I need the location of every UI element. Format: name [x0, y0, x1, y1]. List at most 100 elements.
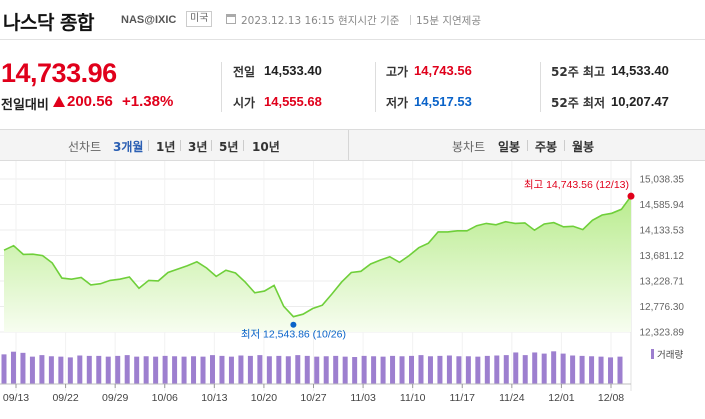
volume-bar — [333, 355, 339, 384]
candle-chart-label: 봉차트 — [452, 140, 486, 154]
delay-note: 15분 지연제공 — [416, 15, 481, 27]
volume-bar — [608, 357, 614, 384]
volume-bar — [484, 355, 490, 384]
header-bar: 나스닥 종합 NAS@IXIC 미국 2023.12.13 16:15 현지시간… — [0, 0, 705, 40]
x-tick-label: 10/13 — [201, 392, 227, 404]
volume-bar — [295, 355, 301, 384]
price-chart: 15,038.35 14,585.94 14,133.53 13,681.12 13,2… — [0, 161, 685, 404]
volume-bar — [276, 355, 282, 384]
tab-weekly-candle[interactable]: 주봉 — [535, 140, 558, 154]
x-tick-label: 09/29 — [102, 392, 128, 404]
high-point-marker — [627, 192, 635, 200]
tab-1-year[interactable]: 1년 — [156, 140, 176, 154]
x-tick-label: 10/27 — [300, 392, 326, 404]
tab-separator — [180, 140, 181, 151]
stats-divider — [540, 62, 541, 112]
volume-bar — [437, 355, 443, 384]
volume-bar — [589, 356, 595, 384]
tabs-divider — [348, 130, 349, 160]
volume-bar — [456, 356, 462, 384]
y-tick-label: 13,681.12 — [640, 251, 685, 262]
stats-divider — [221, 62, 222, 112]
volume-bar — [513, 352, 519, 384]
volume-bar — [475, 356, 481, 384]
x-tick-label: 11/17 — [450, 392, 476, 404]
high-label: 고가 — [386, 65, 409, 79]
tab-3-months[interactable]: 3개월 — [113, 140, 144, 154]
calendar-icon — [226, 14, 236, 24]
stats-divider — [375, 62, 376, 112]
x-tick-label: 09/22 — [52, 392, 78, 404]
volume-bar — [361, 355, 367, 384]
volume-bar — [58, 356, 64, 384]
tab-separator — [564, 140, 565, 151]
x-tick-label: 10/06 — [152, 392, 178, 404]
volume-bar — [143, 356, 149, 384]
volume-bar — [390, 355, 396, 384]
volume-bar — [342, 356, 348, 384]
volume-bar — [446, 355, 452, 384]
volume-bar — [266, 356, 272, 384]
chart-tabs-bar: 선차트 3개월 1년 3년 5년 10년 봉차트 일봉 주봉 월봉 — [0, 129, 705, 161]
w52-high-label: 52주 최고 — [551, 65, 605, 79]
change-percent: +1.38% — [122, 93, 174, 110]
volume-legend: 거래량 — [651, 347, 683, 361]
volume-bar — [541, 353, 547, 384]
y-tick-label: 12,776.30 — [640, 302, 685, 313]
tab-daily-candle[interactable]: 일봉 — [498, 140, 521, 154]
volume-bar — [257, 355, 263, 384]
tab-10-years[interactable]: 10년 — [252, 140, 280, 154]
volume-bar — [77, 355, 83, 384]
volume-bar — [172, 356, 178, 384]
index-title: 나스닥 종합 — [3, 12, 95, 34]
x-tick-label: 09/13 — [3, 392, 29, 404]
x-tick-label: 12/01 — [548, 392, 574, 404]
volume-bar — [67, 357, 73, 384]
w52-low-value: 10,207.47 — [611, 94, 669, 109]
tab-separator — [243, 140, 244, 151]
volume-bar — [314, 356, 320, 384]
volume-swatch — [651, 349, 654, 359]
volume-bar — [153, 356, 159, 384]
volume-bar — [10, 351, 16, 384]
volume-bar — [409, 355, 415, 384]
volume-bar — [494, 355, 500, 384]
y-tick-label: 12,323.89 — [640, 328, 685, 339]
volume-bar — [532, 352, 538, 384]
volume-bar — [1, 354, 7, 384]
open-label: 시가 — [233, 96, 256, 110]
tab-monthly-candle[interactable]: 월봉 — [572, 140, 595, 154]
volume-bar — [323, 356, 329, 384]
volume-bar — [20, 352, 26, 384]
y-tick-label: 14,133.53 — [640, 226, 685, 237]
volume-bar — [191, 356, 197, 384]
tab-3-years[interactable]: 3년 — [188, 140, 208, 154]
volume-bar — [371, 356, 377, 384]
volume-bar — [247, 355, 253, 384]
y-tick-label: 14,585.94 — [640, 200, 685, 211]
tab-separator — [527, 140, 528, 151]
volume-bar — [228, 356, 234, 384]
prev-close-value: 14,533.40 — [264, 63, 322, 78]
price-area — [4, 196, 631, 332]
y-tick-label: 15,038.35 — [640, 175, 685, 186]
tab-separator — [148, 140, 149, 151]
volume-bar — [105, 356, 111, 384]
low-point-marker — [290, 321, 297, 328]
low-annotation: 최저 12,543.86 (10/26) — [241, 329, 346, 341]
volume-bar — [399, 356, 405, 384]
volume-bar — [617, 356, 623, 384]
x-tick-label: 10/20 — [251, 392, 277, 404]
low-value: 14,517.53 — [414, 94, 472, 109]
high-annotation: 최고 14,743.56 (12/13) — [524, 179, 629, 191]
w52-low-label: 52주 최저 — [551, 96, 605, 110]
volume-bar — [115, 355, 121, 384]
volume-bar — [560, 353, 566, 384]
header-divider — [410, 15, 411, 25]
change-value: 200.56 — [67, 93, 113, 110]
w52-high-value: 14,533.40 — [611, 63, 669, 78]
volume-bar — [238, 355, 244, 384]
tab-5-years[interactable]: 5년 — [219, 140, 239, 154]
volume-bar — [579, 355, 585, 384]
timestamp: 2023.12.13 16:15 현지시간 기준 — [241, 15, 400, 27]
